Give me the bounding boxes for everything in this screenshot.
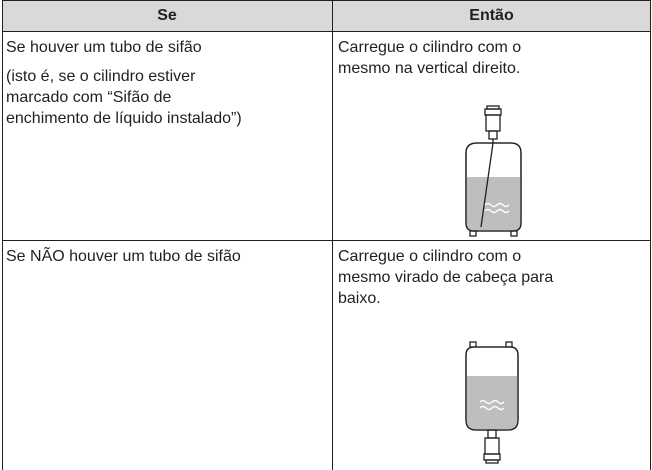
text-line: mesmo virado de cabeça para	[338, 269, 554, 286]
border	[2, 0, 3, 470]
cell: Carregue o cilindro com o mesmo na vertic…	[338, 37, 521, 79]
text-line: Se NÃO houver um tubo de sifão	[6, 248, 241, 265]
border	[650, 0, 651, 470]
text-line: (isto é, se o cilindro estiver	[6, 68, 196, 85]
border	[2, 31, 650, 32]
border	[2, 240, 650, 241]
border	[332, 0, 333, 470]
text-line: mesmo na vertical direito.	[338, 60, 521, 77]
cell: Se NÃO houver um tubo de sifão	[6, 246, 241, 267]
text-line: Carregue o cilindro com o	[338, 248, 522, 265]
text-line: Se houver um tubo de sifão	[6, 39, 202, 56]
cell: Se houver um tubo de sifão (isto é, se o …	[6, 37, 242, 129]
cylinder-inverted-icon	[465, 341, 519, 464]
cell: Carregue o cilindro com o mesmo virado de…	[338, 246, 553, 309]
text-line: Carregue o cilindro com o	[338, 39, 522, 56]
text-line: marcado com “Sifão de	[6, 89, 172, 106]
text-line: enchimento de líquido instalado”)	[6, 110, 242, 127]
header-cell: Se	[2, 0, 332, 31]
text-line: baixo.	[338, 290, 381, 307]
border	[2, 0, 650, 1]
cylinder-upright-icon	[465, 105, 522, 237]
header-cell: Então	[333, 0, 650, 31]
